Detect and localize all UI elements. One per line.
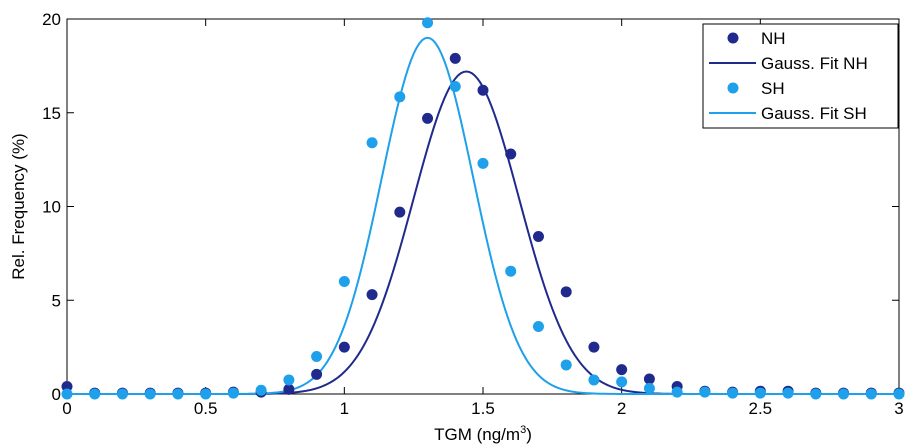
- x-axis-label: TGM (ng/m3): [434, 424, 532, 444]
- data-point-sh: [116, 388, 128, 400]
- legend-label: SH: [761, 79, 785, 98]
- data-point-sh: [311, 351, 323, 362]
- data-point-nh: [311, 368, 323, 380]
- x-tick-label: 0.5: [194, 399, 218, 418]
- data-point-nh: [532, 231, 544, 242]
- data-point-sh: [449, 81, 461, 92]
- data-point-sh: [782, 387, 794, 399]
- data-point-sh: [144, 388, 156, 400]
- x-tick-label: 0: [62, 399, 71, 418]
- data-point-sh: [366, 137, 378, 149]
- data-point-nh: [643, 373, 655, 385]
- data-point-nh: [366, 289, 378, 301]
- data-point-sh: [588, 374, 600, 386]
- data-point-sh: [643, 382, 655, 394]
- legend: NH Gauss. Fit NH SH Gauss. Fit SH: [702, 23, 899, 129]
- legend-label: Gauss. Fit SH: [761, 104, 867, 123]
- x-axis-label-superscript: 3: [520, 424, 526, 436]
- legend-marker-sh: [727, 82, 739, 94]
- data-point-nh: [477, 84, 489, 96]
- data-point-sh: [616, 376, 628, 388]
- data-point-sh: [422, 17, 434, 29]
- data-point-nh: [588, 341, 600, 353]
- data-point-sh: [227, 387, 239, 399]
- data-point-sh: [338, 276, 350, 287]
- legend-label: NH: [761, 29, 786, 48]
- y-tick-label: 20: [42, 10, 61, 29]
- data-point-sh: [865, 388, 877, 400]
- data-point-nh: [422, 112, 434, 124]
- data-point-sh: [505, 265, 517, 277]
- x-tick-label: 2: [617, 399, 626, 418]
- y-tick-label: 10: [42, 198, 61, 217]
- x-axis-label-end: ): [526, 425, 532, 444]
- y-tick-label: 0: [52, 385, 61, 404]
- legend-marker-nh: [727, 32, 739, 44]
- data-point-nh: [283, 383, 295, 395]
- data-point-sh: [838, 388, 850, 400]
- data-point-nh: [449, 52, 461, 64]
- data-point-sh: [893, 388, 905, 400]
- x-tick-label: 1: [340, 399, 349, 418]
- data-point-sh: [172, 388, 184, 400]
- data-point-sh: [810, 388, 822, 400]
- data-point-sh: [394, 91, 406, 103]
- data-point-sh: [477, 157, 489, 169]
- data-point-sh: [560, 359, 572, 371]
- data-point-sh: [754, 387, 766, 399]
- data-point-sh: [89, 388, 101, 400]
- data-point-sh: [532, 321, 544, 332]
- data-point-sh: [699, 386, 711, 398]
- data-point-sh: [671, 386, 683, 398]
- data-point-sh: [727, 387, 739, 399]
- data-point-sh: [200, 388, 212, 400]
- data-point-sh: [283, 374, 295, 386]
- series-layer: [61, 17, 905, 400]
- y-tick-label: 15: [42, 104, 61, 123]
- x-axis-label-text: TGM (ng/m: [434, 425, 520, 444]
- x-tick-label: 2.5: [749, 399, 773, 418]
- data-point-nh: [505, 148, 517, 160]
- data-point-nh: [338, 341, 350, 353]
- data-point-sh: [61, 388, 73, 400]
- y-axis-label: Rel. Frequency (%): [9, 133, 28, 279]
- data-point-nh: [394, 206, 406, 218]
- data-point-sh: [255, 384, 267, 396]
- legend-label: Gauss. Fit NH: [761, 54, 868, 73]
- y-tick-label: 5: [52, 291, 61, 310]
- data-point-nh: [560, 286, 572, 298]
- data-point-nh: [616, 364, 628, 376]
- x-tick-label: 1.5: [471, 399, 495, 418]
- x-tick-label: 3: [894, 399, 903, 418]
